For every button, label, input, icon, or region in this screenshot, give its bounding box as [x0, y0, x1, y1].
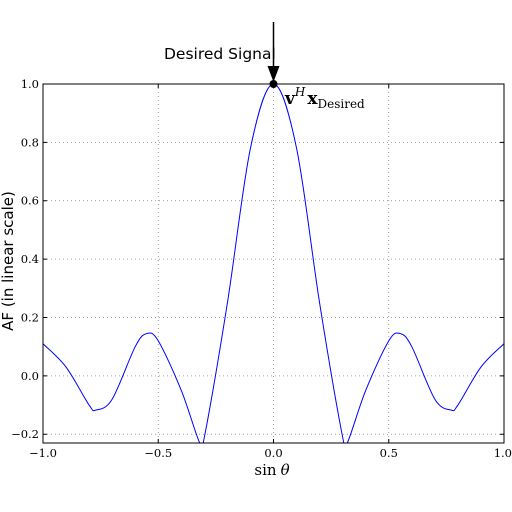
desired-signal-marker [269, 80, 278, 88]
x-tick-label: −1.0 [29, 446, 57, 460]
y-tick-label: −0.2 [11, 427, 39, 441]
x-tick-label: 0.0 [264, 446, 282, 460]
x-tick-label: −0.5 [144, 446, 172, 460]
y-tick-label: 0.0 [21, 369, 39, 383]
ticks [42, 83, 505, 443]
y-tick-label: 0.4 [21, 252, 39, 266]
x-axis-label: sin θ [254, 461, 289, 479]
af-curve [43, 84, 504, 443]
grid [42, 83, 505, 443]
desired-signal-annotation: Desired Signal [164, 45, 276, 63]
y-tick-label: 1.0 [21, 77, 39, 91]
tick-labels: −1.0 −0.5 0.0 0.5 1.0 −0.2 0.0 0.2 0.4 0.6 0.8 1.0 [11, 77, 512, 460]
x-tick-label: 0.5 [380, 446, 398, 460]
y-tick-label: 0.2 [21, 310, 39, 324]
x-tick-label: 1.0 [494, 446, 512, 460]
y-tick-label: 0.8 [21, 135, 39, 149]
y-axis-label: AF (in linear scale) [0, 191, 17, 331]
annotation-arrow-head [267, 66, 280, 82]
plot-frame [42, 83, 505, 444]
y-tick-label: 0.6 [21, 194, 39, 208]
math-annotation: vH xDesired [284, 85, 365, 111]
